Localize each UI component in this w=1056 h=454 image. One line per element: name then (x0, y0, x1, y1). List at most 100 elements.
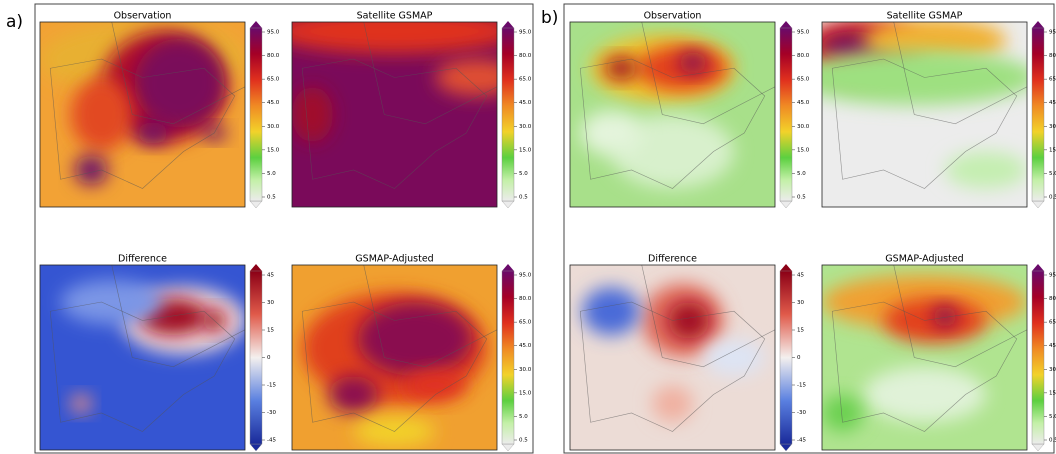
field-blob (679, 52, 708, 74)
colorbar-tick-label: 30.0 (1049, 124, 1056, 130)
subplot: GSMAP-Adjusted95.080.065.045.030.015.05.… (822, 254, 1056, 452)
map (40, 265, 245, 450)
colorbar-tick-label: 45.0 (267, 100, 280, 106)
map (791, 18, 1037, 207)
colorbar-cap (780, 21, 792, 28)
colorbar-tick-label: 0.5 (1049, 438, 1056, 444)
colorbar-tick-label: 0.5 (1049, 195, 1056, 201)
field-blob (945, 152, 1027, 189)
colorbar-cap (780, 264, 792, 271)
map (570, 265, 775, 450)
subplot-title: GSMAP-Adjusted (885, 254, 963, 265)
field-blob (329, 376, 378, 413)
colorbar-tick-label: 15.0 (1049, 390, 1056, 396)
figure: a) b) Observation 95.0 80.0 65.0 45.0 30.0 15.… (0, 0, 1056, 454)
colorbar-tick-label: -45 (267, 438, 276, 444)
colorbar-cap (502, 264, 514, 271)
colorbar-tick-label: 30.0 (797, 124, 810, 130)
colorbar-tick-label: 45.0 (1049, 100, 1056, 106)
colorbar-tick-label: 0.5 (267, 195, 276, 201)
colorbar-tick-label: 65.0 (1049, 77, 1056, 83)
colorbar (780, 271, 792, 444)
colorbar-tick-label: 80.0 (519, 296, 532, 302)
colorbar-tick-label: 65.0 (797, 77, 810, 83)
colorbar-tick-label: 80.0 (519, 53, 532, 59)
colorbar-tick-label: 95.0 (1049, 30, 1056, 36)
colorbar (1032, 271, 1044, 444)
colorbar-tick-label: 45.0 (797, 100, 810, 106)
subplot: Observation95.080.065.045.030.015.05.00.… (40, 11, 280, 209)
colorbar-tick-label: 30.0 (519, 367, 532, 373)
colorbar-tick-label: 5.0 (1049, 171, 1056, 177)
map (272, 9, 518, 207)
colorbar-cap (1032, 201, 1044, 208)
colorbar-cap (250, 264, 262, 271)
subplot: Difference4530150-15-30-45 (40, 254, 276, 452)
colorbar-tick-label: 30.0 (519, 124, 532, 130)
colorbar-cap (780, 444, 792, 451)
colorbar-cap (502, 444, 514, 451)
colorbar-cap (1032, 21, 1044, 28)
colorbar-tick-label: 15 (267, 328, 274, 334)
colorbar-tick-label: 80.0 (1049, 296, 1056, 302)
colorbar-tick-label: 45 (797, 273, 804, 279)
colorbar-tick-label: 65.0 (1049, 320, 1056, 326)
colorbar-cap (780, 201, 792, 208)
subplot: Observation95.080.065.045.030.015.05.00.… (570, 11, 810, 209)
colorbar-tick-label: 30 (267, 300, 274, 306)
field-blob (668, 302, 709, 339)
colorbar-cap (502, 201, 514, 208)
colorbar-tick-label: 65.0 (519, 77, 532, 83)
subplot-title: GSMAP-Adjusted (355, 254, 433, 265)
field-blob (652, 385, 693, 422)
subplot-title: Observation (644, 11, 702, 22)
field-blob (405, 370, 467, 400)
field-blob (605, 57, 638, 79)
colorbar-cap (1032, 264, 1044, 271)
panel-label: a) (6, 12, 23, 32)
colorbar-tick-label: 5.0 (797, 171, 806, 177)
field-blob (703, 339, 765, 376)
subplot-title: Satellite GSMAP (887, 11, 963, 22)
colorbar-tick-label: 65.0 (519, 320, 532, 326)
colorbar-tick-label: -15 (797, 383, 806, 389)
colorbar-cap (250, 444, 262, 451)
field-blob (71, 78, 133, 152)
colorbar-tick-label: 45.0 (1049, 343, 1056, 349)
colorbar (1032, 28, 1044, 201)
field-blob (292, 87, 333, 143)
colorbar-tick-label: 0 (797, 355, 801, 361)
colorbar-tick-label: 65.0 (267, 77, 280, 83)
colorbar-tick-label: 0 (267, 355, 271, 361)
colorbar (250, 28, 262, 201)
field-blob (822, 395, 863, 432)
colorbar-tick-label: 0.5 (519, 438, 528, 444)
colorbar-tick-label: 95.0 (519, 273, 532, 279)
colorbar-tick-label: 80.0 (267, 53, 280, 59)
colorbar-cap (250, 21, 262, 28)
subplot: GSMAP-Adjusted95.080.065.045.030.015.05.… (292, 254, 532, 452)
colorbar-tick-label: 95.0 (519, 30, 532, 36)
field-blob (863, 367, 986, 423)
colorbar (250, 271, 262, 444)
colorbar (502, 28, 514, 201)
colorbar-tick-label: -45 (797, 438, 806, 444)
colorbar (780, 28, 792, 201)
colorbar-tick-label: 80.0 (1049, 53, 1056, 59)
field-blob (61, 280, 164, 324)
subplot: Satellite GSMAP95.080.065.045.030.015.05… (791, 11, 1056, 209)
colorbar-tick-label: 45 (267, 273, 274, 279)
colorbar-tick-label: 95.0 (797, 30, 810, 36)
field-blob (75, 155, 108, 185)
subplot-title: Observation (114, 11, 172, 22)
field-blob (791, 50, 1037, 106)
colorbar-tick-label: 45.0 (519, 100, 532, 106)
field-blob (358, 302, 473, 376)
panel-label: b) (541, 8, 558, 28)
map (292, 265, 497, 450)
field-blob (933, 306, 958, 328)
colorbar-tick-label: 30.0 (267, 124, 280, 130)
subplot-title: Satellite GSMAP (357, 11, 433, 22)
map (822, 265, 1027, 450)
